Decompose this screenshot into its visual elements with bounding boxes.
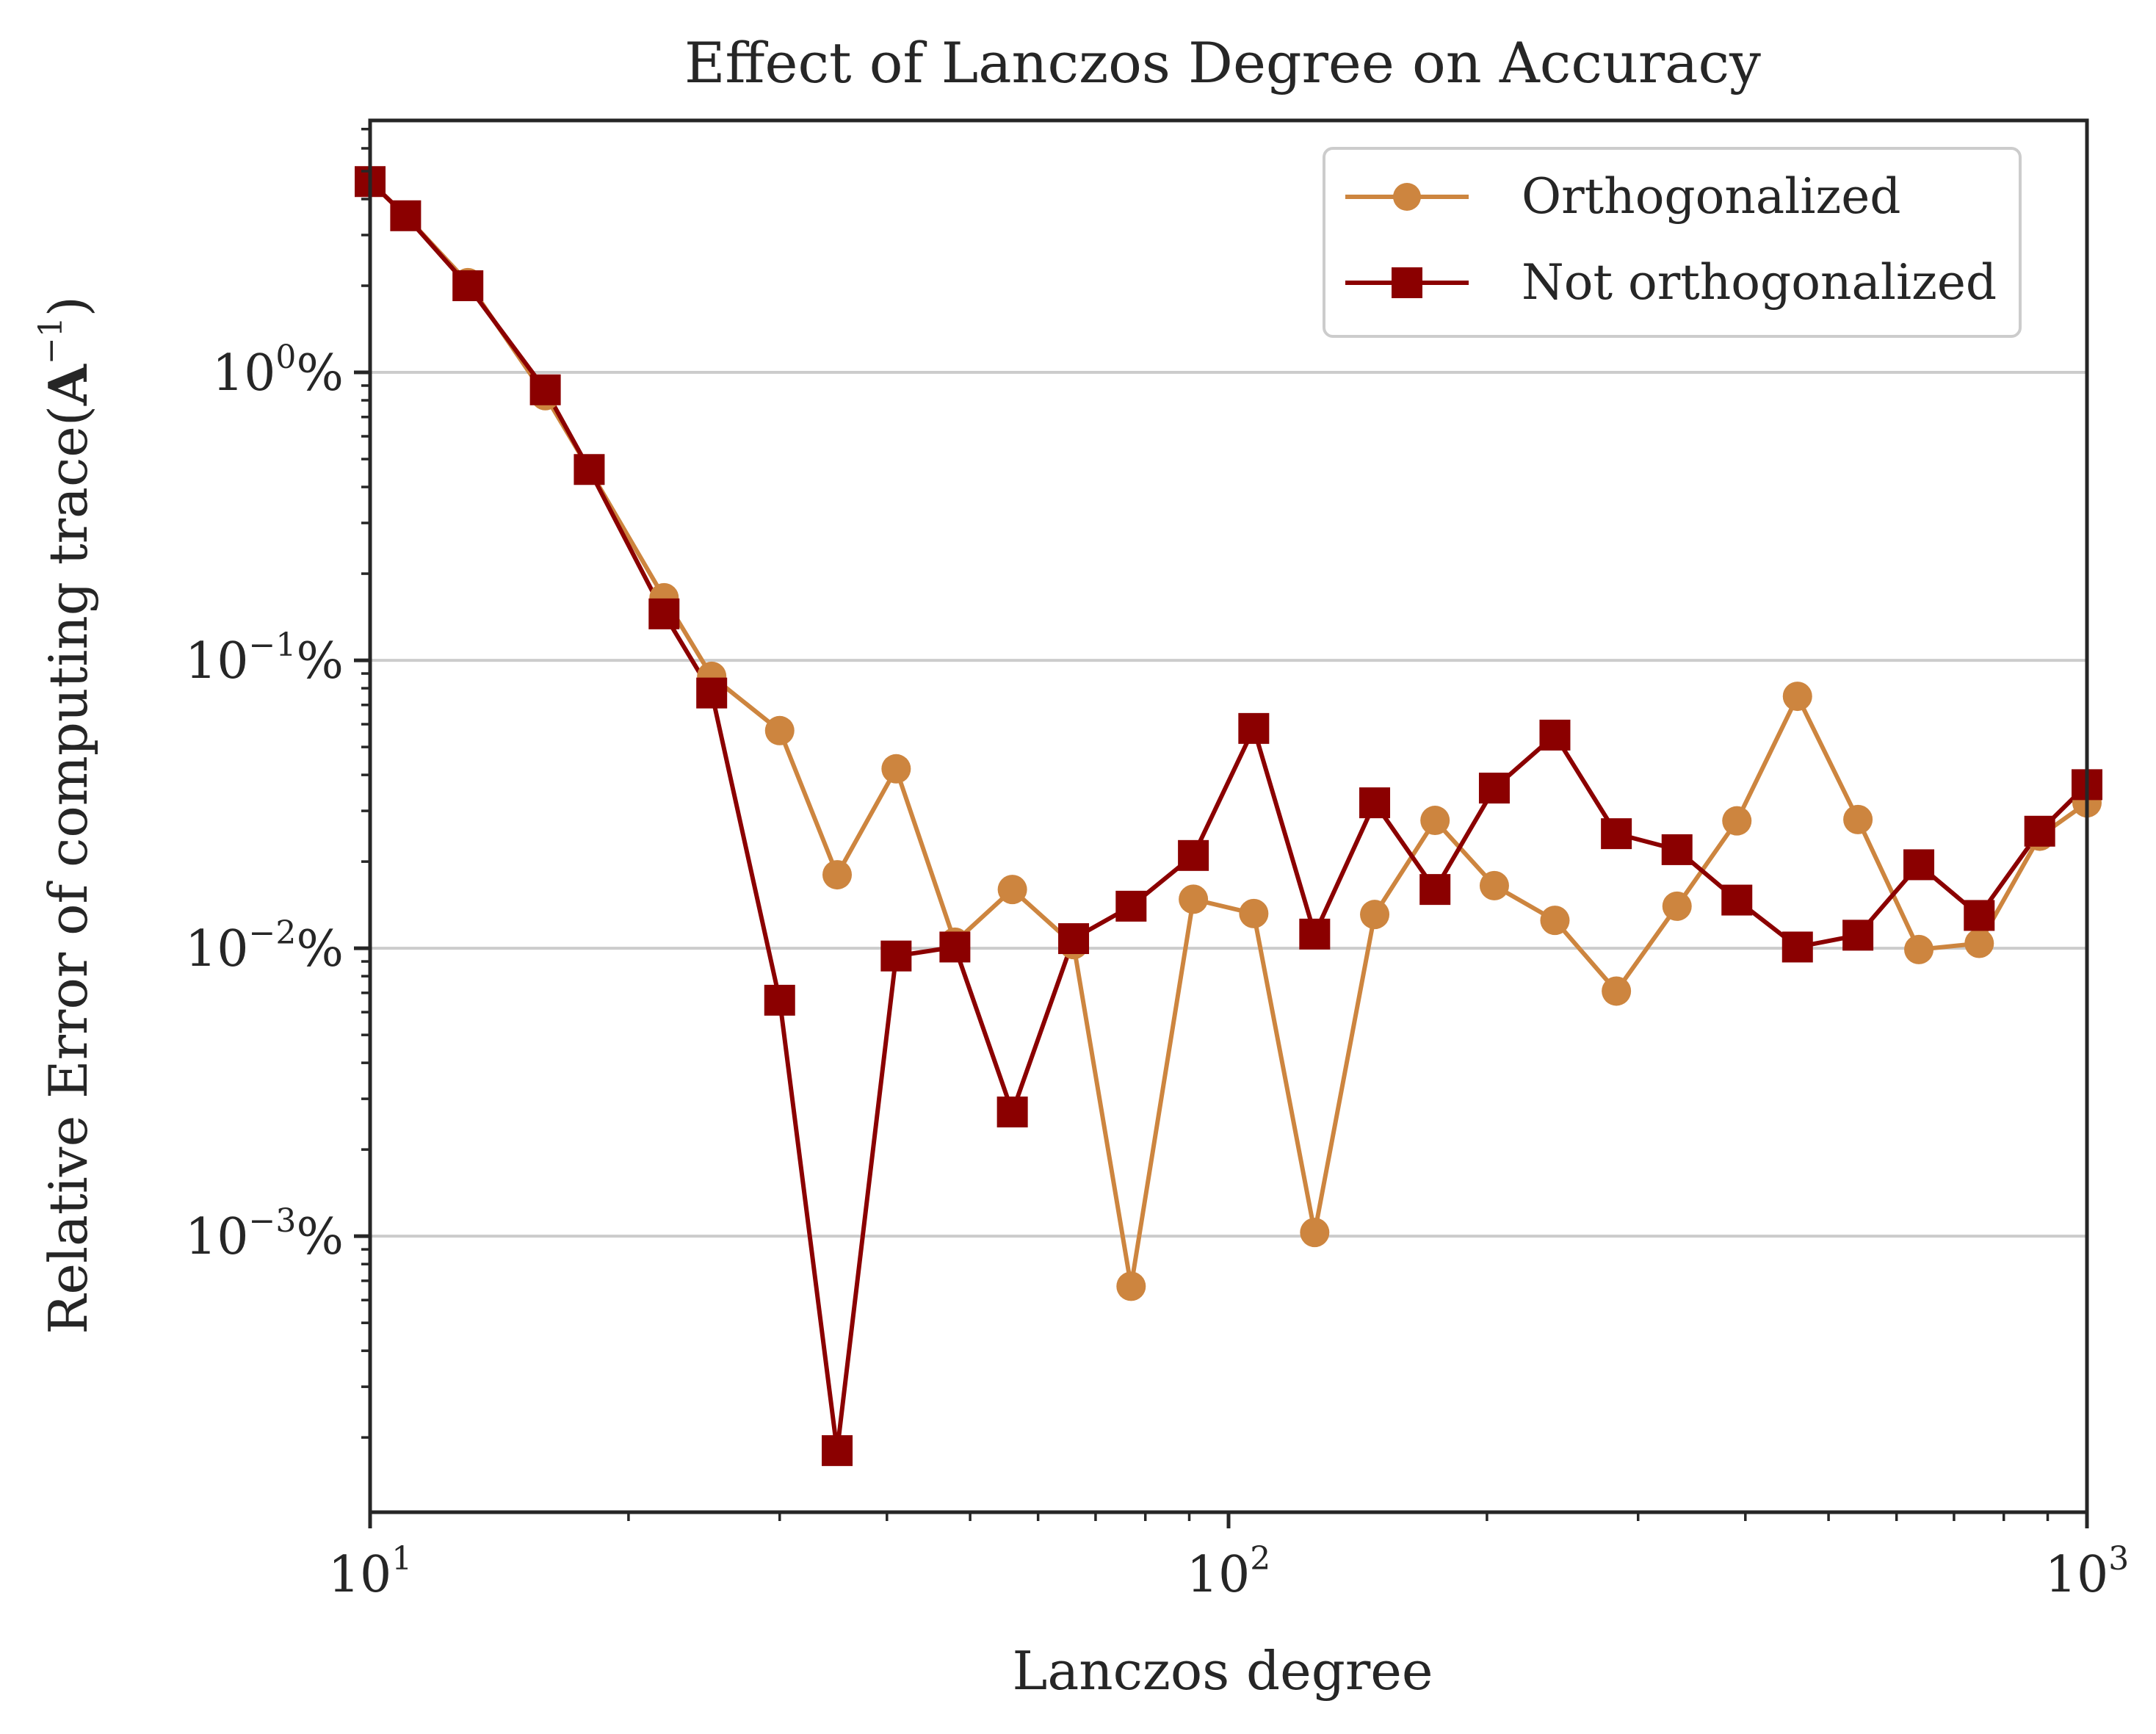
legend-marker-orthogonalized [1393, 183, 1421, 211]
point-orthogonalized [1360, 900, 1390, 930]
y-tick-label: 100% [212, 339, 344, 402]
point-not-orthogonalized [696, 677, 728, 709]
point-not-orthogonalized [1781, 931, 1813, 963]
y-tick-label: 10−1% [185, 626, 344, 690]
chart-title: Effect of Lanczos Degree on Accuracy [684, 30, 1761, 95]
y-tick-label: 10−3% [185, 1202, 344, 1266]
y-axis-label: Relative Error of computing trace(A−1) [32, 296, 99, 1334]
point-not-orthogonalized [1058, 923, 1090, 955]
point-not-orthogonalized [1478, 773, 1510, 804]
point-orthogonalized [1420, 806, 1450, 836]
y-axis-label-main: Relative Error of computing trace( [37, 405, 99, 1334]
point-not-orthogonalized [1721, 884, 1753, 916]
legend-label-not-orthogonalized: Not orthogonalized [1522, 254, 1997, 311]
point-orthogonalized [1602, 976, 1632, 1006]
point-orthogonalized [997, 875, 1027, 905]
point-not-orthogonalized [390, 200, 422, 231]
point-not-orthogonalized [880, 940, 912, 972]
point-not-orthogonalized [529, 374, 561, 405]
point-not-orthogonalized [574, 454, 605, 485]
y-axis-label-close: ) [37, 296, 99, 317]
y-tick-label: 10−2% [185, 914, 344, 978]
point-not-orthogonalized [939, 931, 971, 963]
series-line-orthogonalized [368, 180, 2088, 1289]
point-not-orthogonalized [1601, 818, 1632, 850]
y-axis-label-bold: A [37, 364, 99, 406]
point-orthogonalized [822, 860, 853, 890]
y-axis-label-sup: −1 [32, 317, 70, 364]
point-orthogonalized [1179, 884, 1209, 914]
legend-marker-not-orthogonalized [1392, 267, 1422, 298]
point-orthogonalized [1964, 928, 1994, 958]
point-not-orthogonalized [1419, 874, 1451, 906]
x-tick-label: 102 [1187, 1540, 1271, 1604]
point-orthogonalized [1662, 891, 1692, 921]
point-not-orthogonalized [1661, 834, 1693, 865]
point-orthogonalized [1782, 682, 1812, 712]
point-orthogonalized [1904, 934, 1934, 964]
legend: Orthogonalized Not orthogonalized [1323, 147, 2022, 338]
point-not-orthogonalized [1539, 719, 1571, 751]
point-orthogonalized [764, 715, 795, 745]
point-not-orthogonalized [996, 1097, 1028, 1128]
point-orthogonalized [1116, 1271, 1146, 1301]
point-not-orthogonalized [764, 984, 795, 1016]
y-axis-ticks: 100% 10−1% 10−2% 10−3% [185, 127, 370, 1439]
legend-label-orthogonalized: Orthogonalized [1522, 168, 1901, 225]
point-not-orthogonalized [1903, 849, 1935, 881]
point-not-orthogonalized [822, 1435, 853, 1467]
point-not-orthogonalized [1842, 920, 1874, 951]
grid [370, 371, 2087, 1238]
point-not-orthogonalized [2024, 815, 2055, 847]
point-orthogonalized [1300, 1218, 1330, 1248]
plot-markers [355, 166, 2102, 1467]
x-tick-label: 101 [328, 1540, 413, 1604]
legend-frame [1323, 147, 2022, 338]
x-tick-label: 103 [2045, 1540, 2130, 1604]
point-not-orthogonalized [1299, 918, 1331, 950]
point-orthogonalized [1722, 806, 1752, 836]
point-orthogonalized [1239, 898, 1269, 928]
x-axis-label: Lanczos degree [1013, 1640, 1433, 1702]
point-orthogonalized [1540, 906, 1570, 936]
point-not-orthogonalized [452, 270, 484, 302]
x-axis-ticks: 101 102 103 [328, 1512, 2130, 1604]
point-not-orthogonalized [1178, 839, 1209, 871]
point-orthogonalized [1843, 804, 1873, 834]
point-orthogonalized [881, 754, 911, 784]
point-not-orthogonalized [1359, 787, 1391, 819]
point-not-orthogonalized [1115, 890, 1147, 922]
point-not-orthogonalized [1964, 900, 1995, 931]
point-orthogonalized [1479, 870, 1509, 900]
point-not-orthogonalized [1238, 712, 1270, 744]
point-not-orthogonalized [648, 598, 680, 629]
